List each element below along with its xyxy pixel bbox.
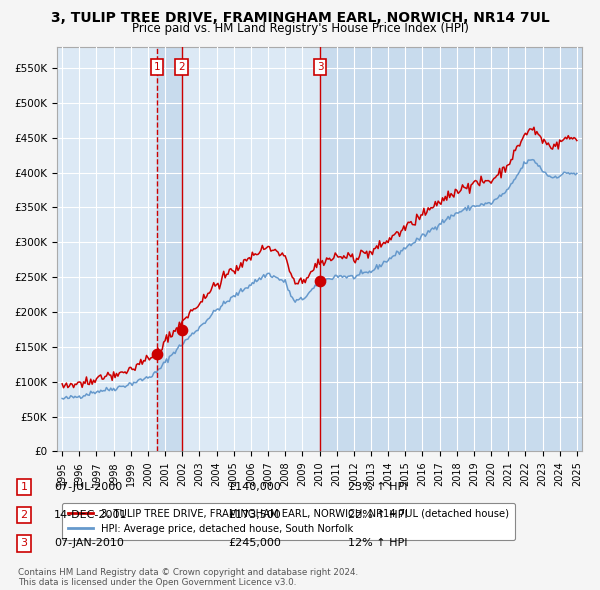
Point <box>315 276 325 286</box>
Point <box>177 326 187 335</box>
Text: 2: 2 <box>178 62 185 72</box>
Legend: 3, TULIP TREE DRIVE, FRAMINGHAM EARL, NORWICH, NR14 7UL (detached house), HPI: A: 3, TULIP TREE DRIVE, FRAMINGHAM EARL, NO… <box>62 503 515 540</box>
Bar <box>157 47 182 451</box>
Text: 14-DEC-2001: 14-DEC-2001 <box>54 510 128 520</box>
Text: 1: 1 <box>154 62 160 72</box>
Bar <box>320 47 582 451</box>
Text: 3: 3 <box>20 539 28 548</box>
Text: 12% ↑ HPI: 12% ↑ HPI <box>348 539 407 548</box>
Text: 3: 3 <box>317 62 323 72</box>
Text: 3, TULIP TREE DRIVE, FRAMINGHAM EARL, NORWICH, NR14 7UL: 3, TULIP TREE DRIVE, FRAMINGHAM EARL, NO… <box>50 11 550 25</box>
Text: 22% ↑ HPI: 22% ↑ HPI <box>348 510 407 520</box>
Text: £140,000: £140,000 <box>228 482 281 491</box>
Text: £245,000: £245,000 <box>228 539 281 548</box>
Text: Contains HM Land Registry data © Crown copyright and database right 2024.
This d: Contains HM Land Registry data © Crown c… <box>18 568 358 587</box>
Text: 07-JAN-2010: 07-JAN-2010 <box>54 539 124 548</box>
Text: 07-JUL-2000: 07-JUL-2000 <box>54 482 122 491</box>
Text: 23% ↑ HPI: 23% ↑ HPI <box>348 482 407 491</box>
Point <box>152 349 161 359</box>
Text: 1: 1 <box>20 482 28 491</box>
Text: 2: 2 <box>20 510 28 520</box>
Text: £173,500: £173,500 <box>228 510 281 520</box>
Text: Price paid vs. HM Land Registry's House Price Index (HPI): Price paid vs. HM Land Registry's House … <box>131 22 469 35</box>
